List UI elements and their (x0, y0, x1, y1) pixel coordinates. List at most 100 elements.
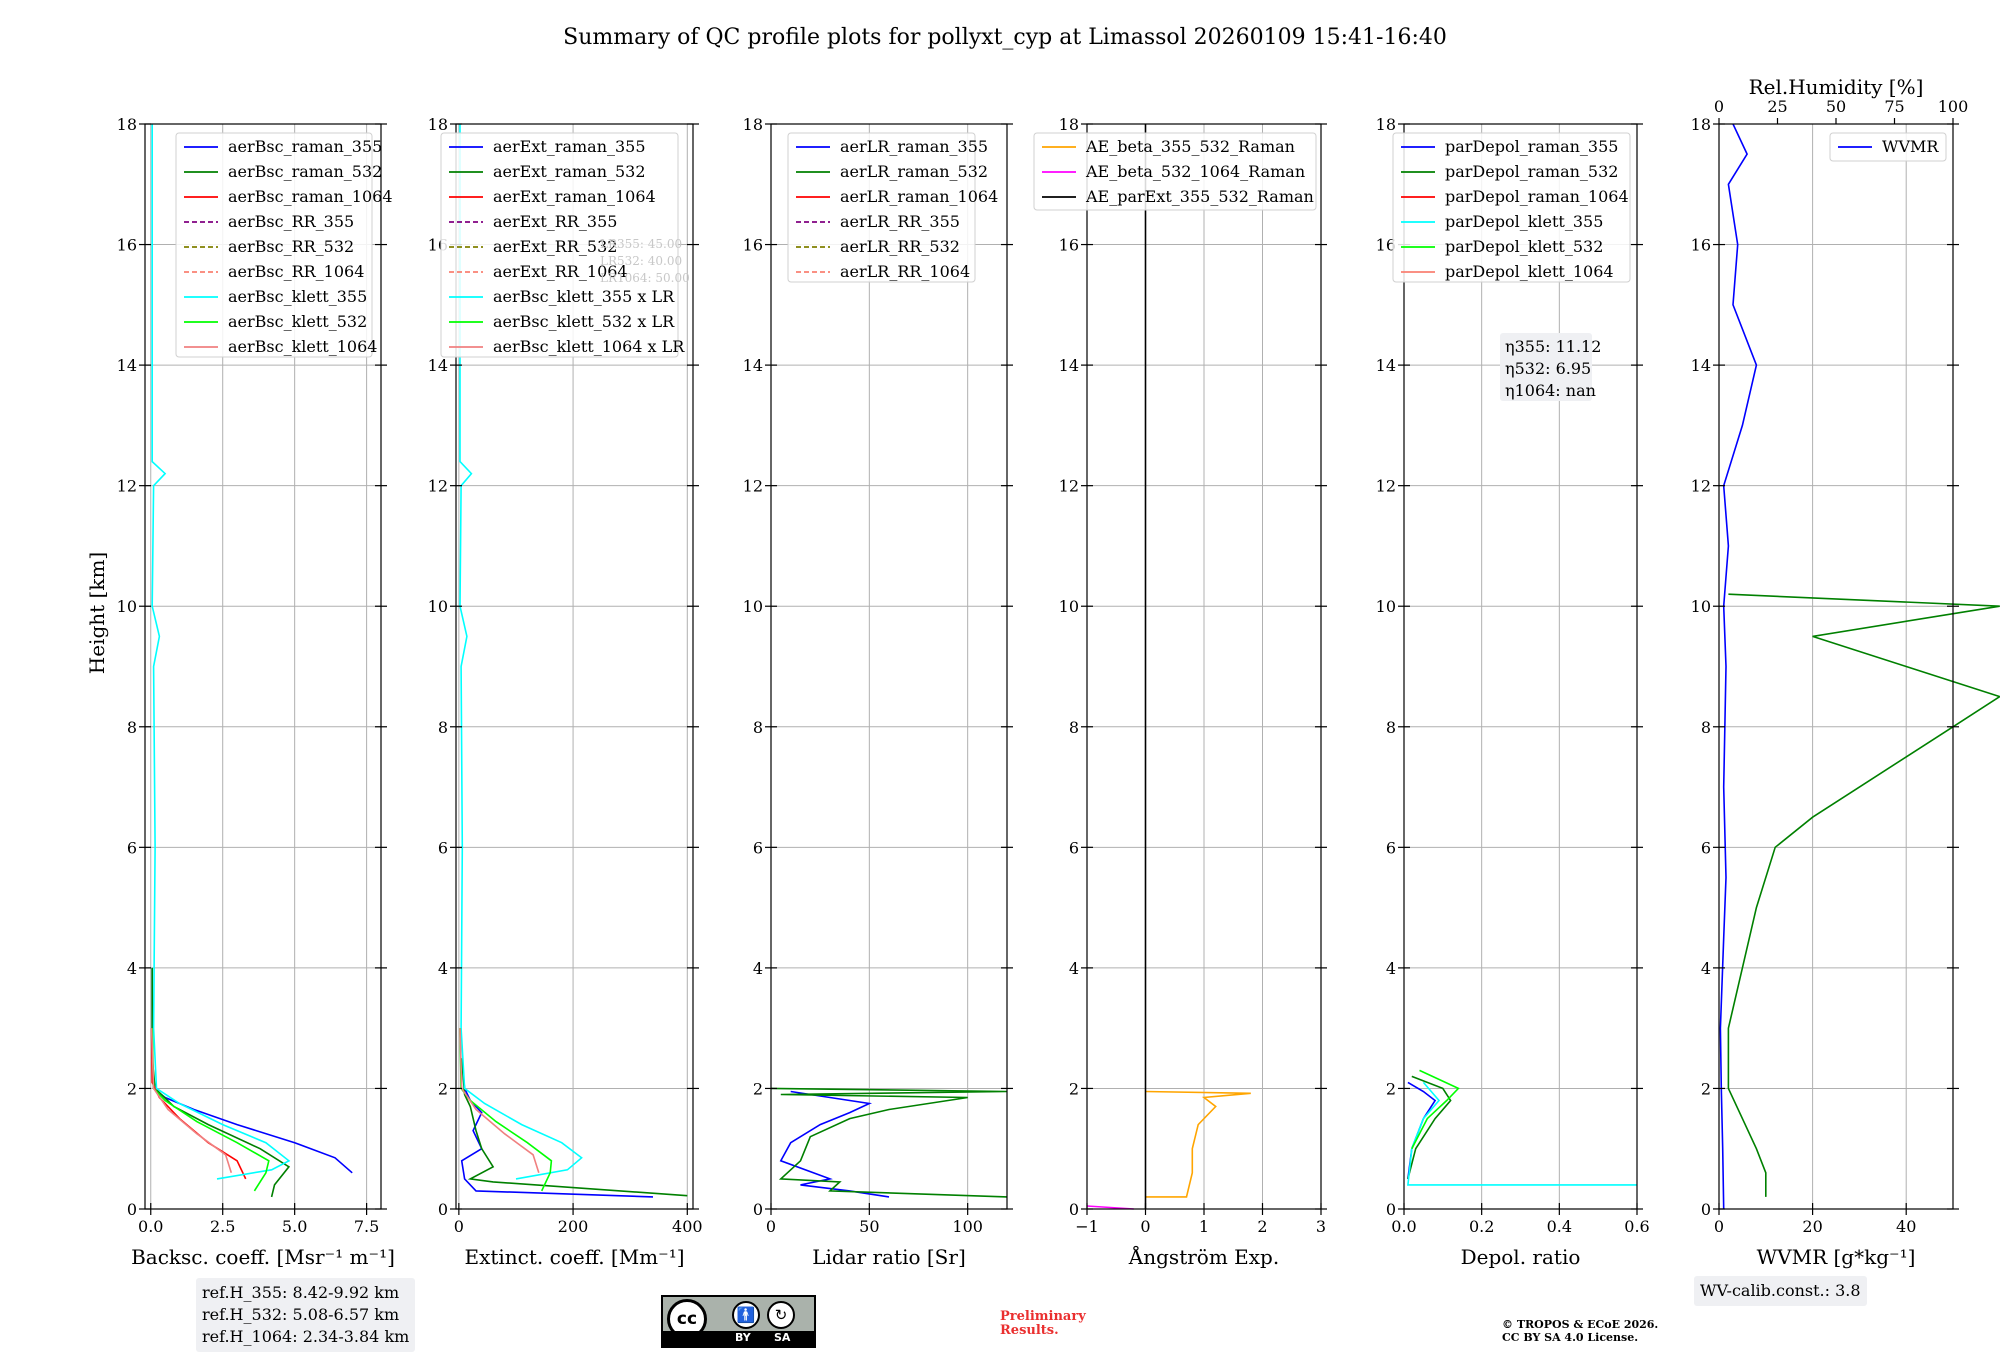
y-tick-label: 14 (1691, 356, 1711, 375)
cc-badge-bar: BY SA (663, 1331, 814, 1346)
eta-value: η355: 11.12 (1505, 337, 1601, 356)
preliminary-line-2: Results. (1000, 1323, 1059, 1338)
y-tick-label: 18 (1376, 115, 1396, 134)
eta-value: η532: 6.95 (1505, 359, 1591, 378)
series-line-parDepol_klett_355 (1407, 1081, 1637, 1186)
legend-label-parDepol_klett_532: parDepol_klett_532 (1445, 237, 1603, 256)
x-tick-label: 0 (454, 1217, 464, 1236)
legend-label-aerBsc_raman_355: aerBsc_raman_355 (228, 137, 382, 156)
legend-label-aerExt_raman_532: aerExt_raman_532 (493, 162, 646, 181)
x-axis-label: Extinct. coeff. [Mm⁻¹] (464, 1245, 684, 1269)
legend-label-aerBsc_RR_1064: aerBsc_RR_1064 (228, 262, 364, 281)
x-tick-label: 5.0 (282, 1217, 307, 1236)
cc-by-label: BY (735, 1331, 751, 1344)
preliminary-line-1: Preliminary (1000, 1309, 1086, 1324)
legend-label-parDepol_raman_355: parDepol_raman_355 (1445, 137, 1618, 156)
y-tick-label: 8 (1386, 718, 1396, 737)
series-line-WVMR (1719, 123, 1758, 1210)
axes-frame (144, 123, 382, 1210)
eta-annotation: η355: 11.12 η532: 6.95 η1064: nan (1500, 333, 1601, 401)
copyright-line-1: © TROPOS & ECoE 2026. (1502, 1318, 1659, 1331)
ref-height-532: ref.H_532: 5.08-6.57 km (202, 1305, 400, 1324)
y-tick-label: 12 (117, 477, 137, 496)
series-line-parDepol_raman_532 (1407, 1075, 1452, 1180)
legend-label-aerExt_RR_1064: aerExt_RR_1064 (493, 262, 628, 281)
x-tick-label: 0 (1714, 1217, 1724, 1236)
panel-1: 0 2 4 6 8 10 12 14 16 18 0.0 2.5 5.0 7.5 Backsc. coeff… (117, 115, 395, 1269)
y-tick-label: 6 (1701, 838, 1711, 857)
series-line-aerExt_raman_355 (460, 1058, 654, 1198)
x2-axis-label: Rel.Humidity [%] (1749, 75, 1924, 99)
y-tick-label: 8 (1701, 718, 1711, 737)
cc-license-badge: cc 🚹 ↻ BY SA (661, 1295, 816, 1348)
lr-value: LR532: 40.00 (600, 254, 682, 268)
x2-tick-label: 25 (1767, 97, 1787, 116)
legend-label-aerLR_raman_532: aerLR_raman_532 (840, 162, 988, 181)
series-line-RH (1727, 593, 2000, 1197)
lr-value: LR355: 45.00 (600, 237, 682, 251)
y-tick-label: 0 (127, 1200, 137, 1219)
x-tick-label: 0.4 (1547, 1217, 1572, 1236)
eta-value: η1064: nan (1505, 381, 1596, 400)
legend-box (1392, 132, 1631, 283)
legend-label-aerBsc_klett_1064 x LR: aerBsc_klett_1064 x LR (493, 337, 685, 356)
x-axis-label: Backsc. coeff. [Msr⁻¹ m⁻¹] (131, 1245, 395, 1269)
x-tick-label: 40 (1896, 1217, 1916, 1236)
legend: aerBsc_raman_355 aerBsc_raman_532 aerBsc_r… (175, 132, 393, 358)
legend-label-aerExt_raman_1064: aerExt_raman_1064 (493, 187, 656, 206)
x-axis-label: Depol. ratio (1461, 1245, 1581, 1269)
legend-label-aerLR_raman_1064: aerLR_raman_1064 (840, 187, 998, 206)
y-tick-label: 10 (1376, 597, 1396, 616)
y-tick-label: 16 (117, 236, 137, 255)
legend-label-parDepol_raman_1064: parDepol_raman_1064 (1445, 187, 1629, 206)
x-tick-label: 7.5 (354, 1217, 379, 1236)
x-tick-label: 0.2 (1469, 1217, 1494, 1236)
legend-label-aerBsc_RR_532: aerBsc_RR_532 (228, 237, 354, 256)
wv-calib-box: WV-calib.const.: 3.8 (1694, 1276, 1867, 1306)
x-axis-label: Ångström Exp. (1128, 1244, 1279, 1269)
legend-label-aerBsc_raman_532: aerBsc_raman_532 (228, 162, 382, 181)
x-tick-label: 20 (1802, 1217, 1822, 1236)
ref-height-box: ref.H_355: 8.42-9.92 km ref.H_532: 5.08-… (196, 1278, 416, 1352)
series-line-aerExt_raman_532 (460, 1058, 688, 1197)
x2-tick-label: 75 (1884, 97, 1904, 116)
y-tick-label: 10 (428, 597, 448, 616)
series-line-AE_beta_355_532_Raman (1145, 1090, 1251, 1198)
legend-box (787, 132, 976, 283)
y-tick-label: 16 (1059, 236, 1079, 255)
x-tick-label: −1 (1075, 1217, 1099, 1236)
legend-label-aerLR_RR_355: aerLR_RR_355 (840, 212, 960, 231)
y-tick-label: 2 (1386, 1079, 1396, 1098)
legend-label-aerExt_raman_355: aerExt_raman_355 (493, 137, 646, 156)
y-tick-label: 4 (1386, 959, 1396, 978)
y-tick-label: 4 (438, 959, 448, 978)
series-line-aerLR_raman_355 (779, 1090, 890, 1198)
y-tick-label: 14 (117, 356, 137, 375)
x-axis-label: WVMR [g*kg⁻¹] (1757, 1245, 1916, 1269)
x-tick-label: 0 (1140, 1217, 1150, 1236)
y-tick-label: 2 (127, 1079, 137, 1098)
y-tick-label: 2 (1701, 1079, 1711, 1098)
ref-height-355: ref.H_355: 8.42-9.92 km (202, 1283, 400, 1302)
x-tick-label: 2.5 (210, 1217, 235, 1236)
lr-annotation: LR355: 45.00 LR532: 40.00 LR1064: 50.00 (600, 237, 690, 285)
y-tick-label: 0 (753, 1200, 763, 1219)
legend-label-AE_beta_355_532_Raman: AE_beta_355_532_Raman (1085, 137, 1295, 156)
series-line-aerBsc_klett_1064 (150, 1028, 233, 1174)
y-tick-label: 16 (743, 236, 763, 255)
x-tick-label: 2 (1257, 1217, 1267, 1236)
y-tick-label: 16 (1691, 236, 1711, 255)
series-line-aerBsc_raman_355 (151, 967, 353, 1174)
series-line-parDepol_klett_532 (1411, 1069, 1460, 1150)
x-tick-label: 400 (672, 1217, 703, 1236)
axes-frame (770, 123, 1008, 1210)
axes-frame (1403, 123, 1638, 1210)
legend-label-AE_beta_532_1064_Raman: AE_beta_532_1064_Raman (1085, 162, 1305, 181)
x-tick-label: 0.6 (1624, 1217, 1649, 1236)
y-tick-label: 18 (743, 115, 763, 134)
legend-label-aerExt_RR_355: aerExt_RR_355 (493, 212, 617, 231)
legend-label-parDepol_klett_1064: parDepol_klett_1064 (1445, 262, 1614, 281)
y-tick-label: 6 (1386, 838, 1396, 857)
x-tick-label: 200 (558, 1217, 589, 1236)
